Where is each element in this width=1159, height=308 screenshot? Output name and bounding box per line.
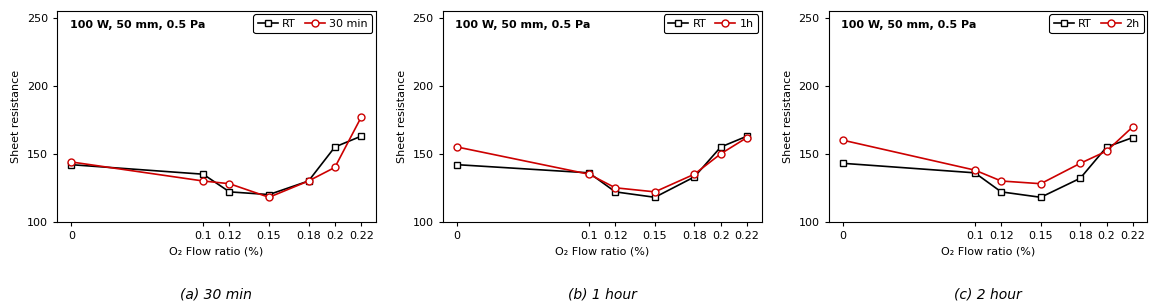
RT xyxy=(741,134,755,138)
30 min xyxy=(196,179,210,183)
RT xyxy=(968,171,982,175)
X-axis label: O₂ Flow ratio (%): O₂ Flow ratio (%) xyxy=(555,246,649,256)
Legend: RT, 1h: RT, 1h xyxy=(664,14,758,33)
Line: RT: RT xyxy=(839,134,1137,201)
RT xyxy=(65,163,79,167)
RT xyxy=(1100,145,1114,149)
Y-axis label: Sheet resistance: Sheet resistance xyxy=(12,70,21,163)
2h xyxy=(836,138,850,142)
30 min xyxy=(223,182,236,185)
Text: (c) 2 hour: (c) 2 hour xyxy=(954,288,1022,302)
2h xyxy=(968,168,982,172)
RT xyxy=(582,171,596,175)
RT xyxy=(1034,196,1048,199)
RT xyxy=(836,161,850,165)
RT xyxy=(450,163,464,167)
Y-axis label: Sheet resistance: Sheet resistance xyxy=(782,70,793,163)
1h xyxy=(582,172,596,176)
X-axis label: O₂ Flow ratio (%): O₂ Flow ratio (%) xyxy=(941,246,1035,256)
30 min xyxy=(355,115,369,119)
Legend: RT, 2h: RT, 2h xyxy=(1049,14,1144,33)
2h xyxy=(1100,149,1114,153)
RT xyxy=(1127,136,1140,139)
RT xyxy=(714,145,728,149)
RT xyxy=(196,172,210,176)
1h xyxy=(741,136,755,139)
30 min xyxy=(328,166,342,169)
Text: (b) 1 hour: (b) 1 hour xyxy=(568,288,636,302)
RT xyxy=(262,193,276,197)
1h xyxy=(687,172,701,176)
RT xyxy=(648,196,662,199)
RT xyxy=(608,190,622,194)
Line: RT: RT xyxy=(453,133,751,201)
RT xyxy=(223,190,236,194)
RT xyxy=(1073,176,1087,180)
RT xyxy=(994,190,1008,194)
RT xyxy=(328,145,342,149)
1h xyxy=(450,145,464,149)
2h xyxy=(994,179,1008,183)
RT xyxy=(301,179,315,183)
2h xyxy=(1073,161,1087,165)
1h xyxy=(714,152,728,156)
30 min xyxy=(262,196,276,199)
RT xyxy=(687,175,701,179)
Line: 1h: 1h xyxy=(453,134,751,195)
1h xyxy=(648,190,662,194)
30 min xyxy=(301,179,315,183)
Text: 100 W, 50 mm, 0.5 Pa: 100 W, 50 mm, 0.5 Pa xyxy=(455,19,591,30)
RT xyxy=(355,134,369,138)
30 min xyxy=(65,160,79,164)
Line: 2h: 2h xyxy=(839,123,1137,187)
2h xyxy=(1034,182,1048,185)
Line: 30 min: 30 min xyxy=(68,114,365,201)
Legend: RT, 30 min: RT, 30 min xyxy=(254,14,372,33)
Text: 100 W, 50 mm, 0.5 Pa: 100 W, 50 mm, 0.5 Pa xyxy=(841,19,977,30)
Text: (a) 30 min: (a) 30 min xyxy=(181,288,253,302)
2h xyxy=(1127,125,1140,128)
Line: RT: RT xyxy=(68,133,365,198)
Y-axis label: Sheet resistance: Sheet resistance xyxy=(398,70,407,163)
1h xyxy=(608,186,622,190)
X-axis label: O₂ Flow ratio (%): O₂ Flow ratio (%) xyxy=(169,246,263,256)
Text: 100 W, 50 mm, 0.5 Pa: 100 W, 50 mm, 0.5 Pa xyxy=(70,19,205,30)
